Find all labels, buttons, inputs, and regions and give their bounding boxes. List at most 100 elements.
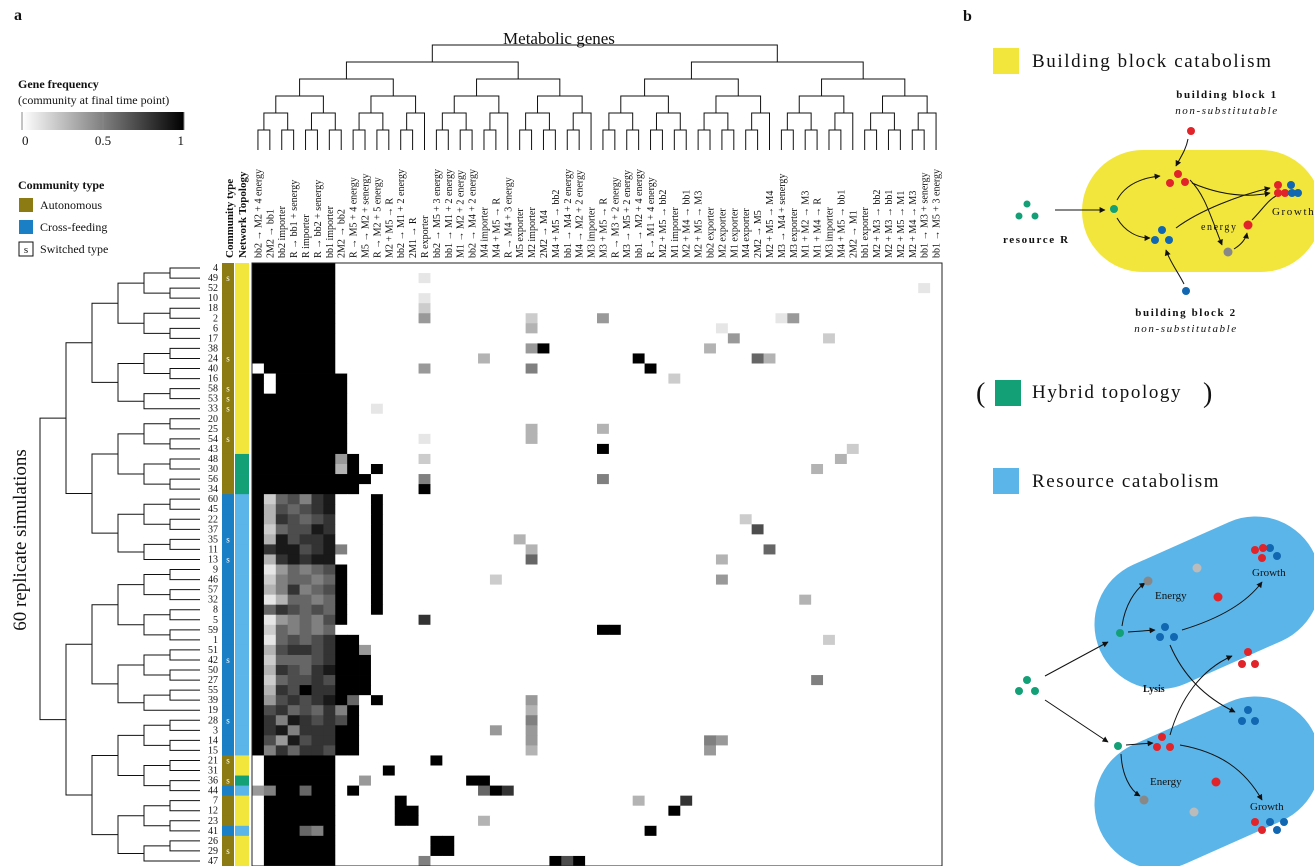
heatmap-cell	[407, 715, 419, 725]
heatmap-cell	[692, 283, 704, 293]
heatmap-cell	[740, 715, 752, 725]
heatmap-cell	[633, 364, 645, 374]
heatmap-cell	[633, 675, 645, 685]
heatmap-cell	[799, 524, 811, 534]
heatmap-cell	[799, 675, 811, 685]
heatmap-cell	[894, 524, 906, 534]
heatmap-cell	[799, 404, 811, 414]
heatmap-cell	[323, 826, 335, 836]
heatmap-cell	[633, 464, 645, 474]
heatmap-cell	[288, 343, 300, 353]
heatmap-cell	[573, 695, 585, 705]
column-label: bb1 → M3 + senergy	[920, 173, 931, 258]
heatmap-cell	[573, 534, 585, 544]
heatmap-cell	[645, 534, 657, 544]
heatmap-cell	[621, 826, 633, 836]
heatmap-cell	[526, 575, 538, 585]
heatmap-cell	[383, 333, 395, 343]
heatmap-cell	[395, 776, 407, 786]
heatmap-cell	[656, 424, 668, 434]
molecule	[1158, 733, 1166, 741]
heatmap-cell	[359, 635, 371, 645]
heatmap-cell	[799, 605, 811, 615]
heatmap-cell	[359, 605, 371, 615]
heatmap-cell	[918, 504, 930, 514]
heatmap-cell	[775, 364, 787, 374]
heatmap-cell	[728, 665, 740, 675]
heatmap-cell	[514, 675, 526, 685]
heatmap-cell	[645, 323, 657, 333]
heatmap-cell	[716, 585, 728, 595]
heatmap-cell	[668, 705, 680, 715]
heatmap-cell	[597, 544, 609, 554]
heatmap-cell	[906, 565, 918, 575]
heatmap-cell	[526, 665, 538, 675]
heatmap-cell	[680, 394, 692, 404]
heatmap-cell	[502, 504, 514, 514]
heatmap-cell	[561, 776, 573, 786]
heatmap-cell	[454, 544, 466, 554]
heatmap-cell	[894, 786, 906, 796]
heatmap-cell	[668, 504, 680, 514]
heatmap-cell	[859, 715, 871, 725]
heatmap-cell	[454, 695, 466, 705]
heatmap-cell	[752, 705, 764, 715]
heatmap-cell	[656, 514, 668, 524]
heatmap-cell	[883, 504, 895, 514]
heatmap-cell	[859, 283, 871, 293]
heatmap-cell	[871, 293, 883, 303]
heatmap-cell	[549, 384, 561, 394]
heatmap-cell	[752, 524, 764, 534]
dendrogram-branch	[698, 130, 710, 150]
heatmap-cell	[430, 705, 442, 715]
heatmap-cell	[811, 605, 823, 615]
heatmap-cell	[538, 605, 550, 615]
heatmap-cell	[561, 514, 573, 524]
heatmap-cell	[787, 635, 799, 645]
heatmap-cell	[668, 524, 680, 534]
heatmap-cell	[930, 484, 942, 494]
heatmap-cell	[716, 273, 728, 283]
community-cell	[222, 293, 234, 303]
heatmap-cell	[347, 303, 359, 313]
heatmap-cell	[478, 725, 490, 735]
heatmap-cell	[906, 313, 918, 323]
heatmap-cell	[633, 283, 645, 293]
heatmap-cell	[597, 806, 609, 816]
heatmap-cell	[573, 303, 585, 313]
community-cell	[222, 605, 234, 615]
heatmap-cell	[633, 786, 645, 796]
heatmap-cell	[906, 635, 918, 645]
dendrogram-branch	[609, 113, 633, 130]
heatmap-cell	[918, 615, 930, 625]
heatmap-cell	[466, 625, 478, 635]
heatmap-cell	[811, 615, 823, 625]
heatmap-cell	[347, 464, 359, 474]
heatmap-cell	[573, 715, 585, 725]
heatmap-cell	[894, 585, 906, 595]
heatmap-cell	[573, 544, 585, 554]
heatmap-cell	[252, 263, 264, 273]
dendrogram-branch	[359, 113, 383, 130]
dendrogram-branch	[170, 670, 200, 680]
heatmap-cell	[764, 816, 776, 826]
heatmap-cell	[811, 464, 823, 474]
heatmap-cell	[811, 665, 823, 675]
heatmap-cell	[716, 454, 728, 464]
heatmap-cell	[716, 283, 728, 293]
heatmap-cell	[645, 504, 657, 514]
heatmap-cell	[740, 414, 752, 424]
heatmap-cell	[276, 424, 288, 434]
heatmap-cell	[871, 786, 883, 796]
heatmap-cell	[645, 615, 657, 625]
heatmap-cell	[930, 353, 942, 363]
heatmap-cell	[930, 675, 942, 685]
heatmap-cell	[466, 755, 478, 765]
heatmap-cell	[728, 836, 740, 846]
heatmap-cell	[609, 263, 621, 273]
heatmap-cell	[526, 625, 538, 635]
heatmap-cell	[668, 836, 680, 846]
heatmap-cell	[597, 353, 609, 363]
heatmap-cell	[538, 454, 550, 464]
heatmap-cell	[347, 293, 359, 303]
